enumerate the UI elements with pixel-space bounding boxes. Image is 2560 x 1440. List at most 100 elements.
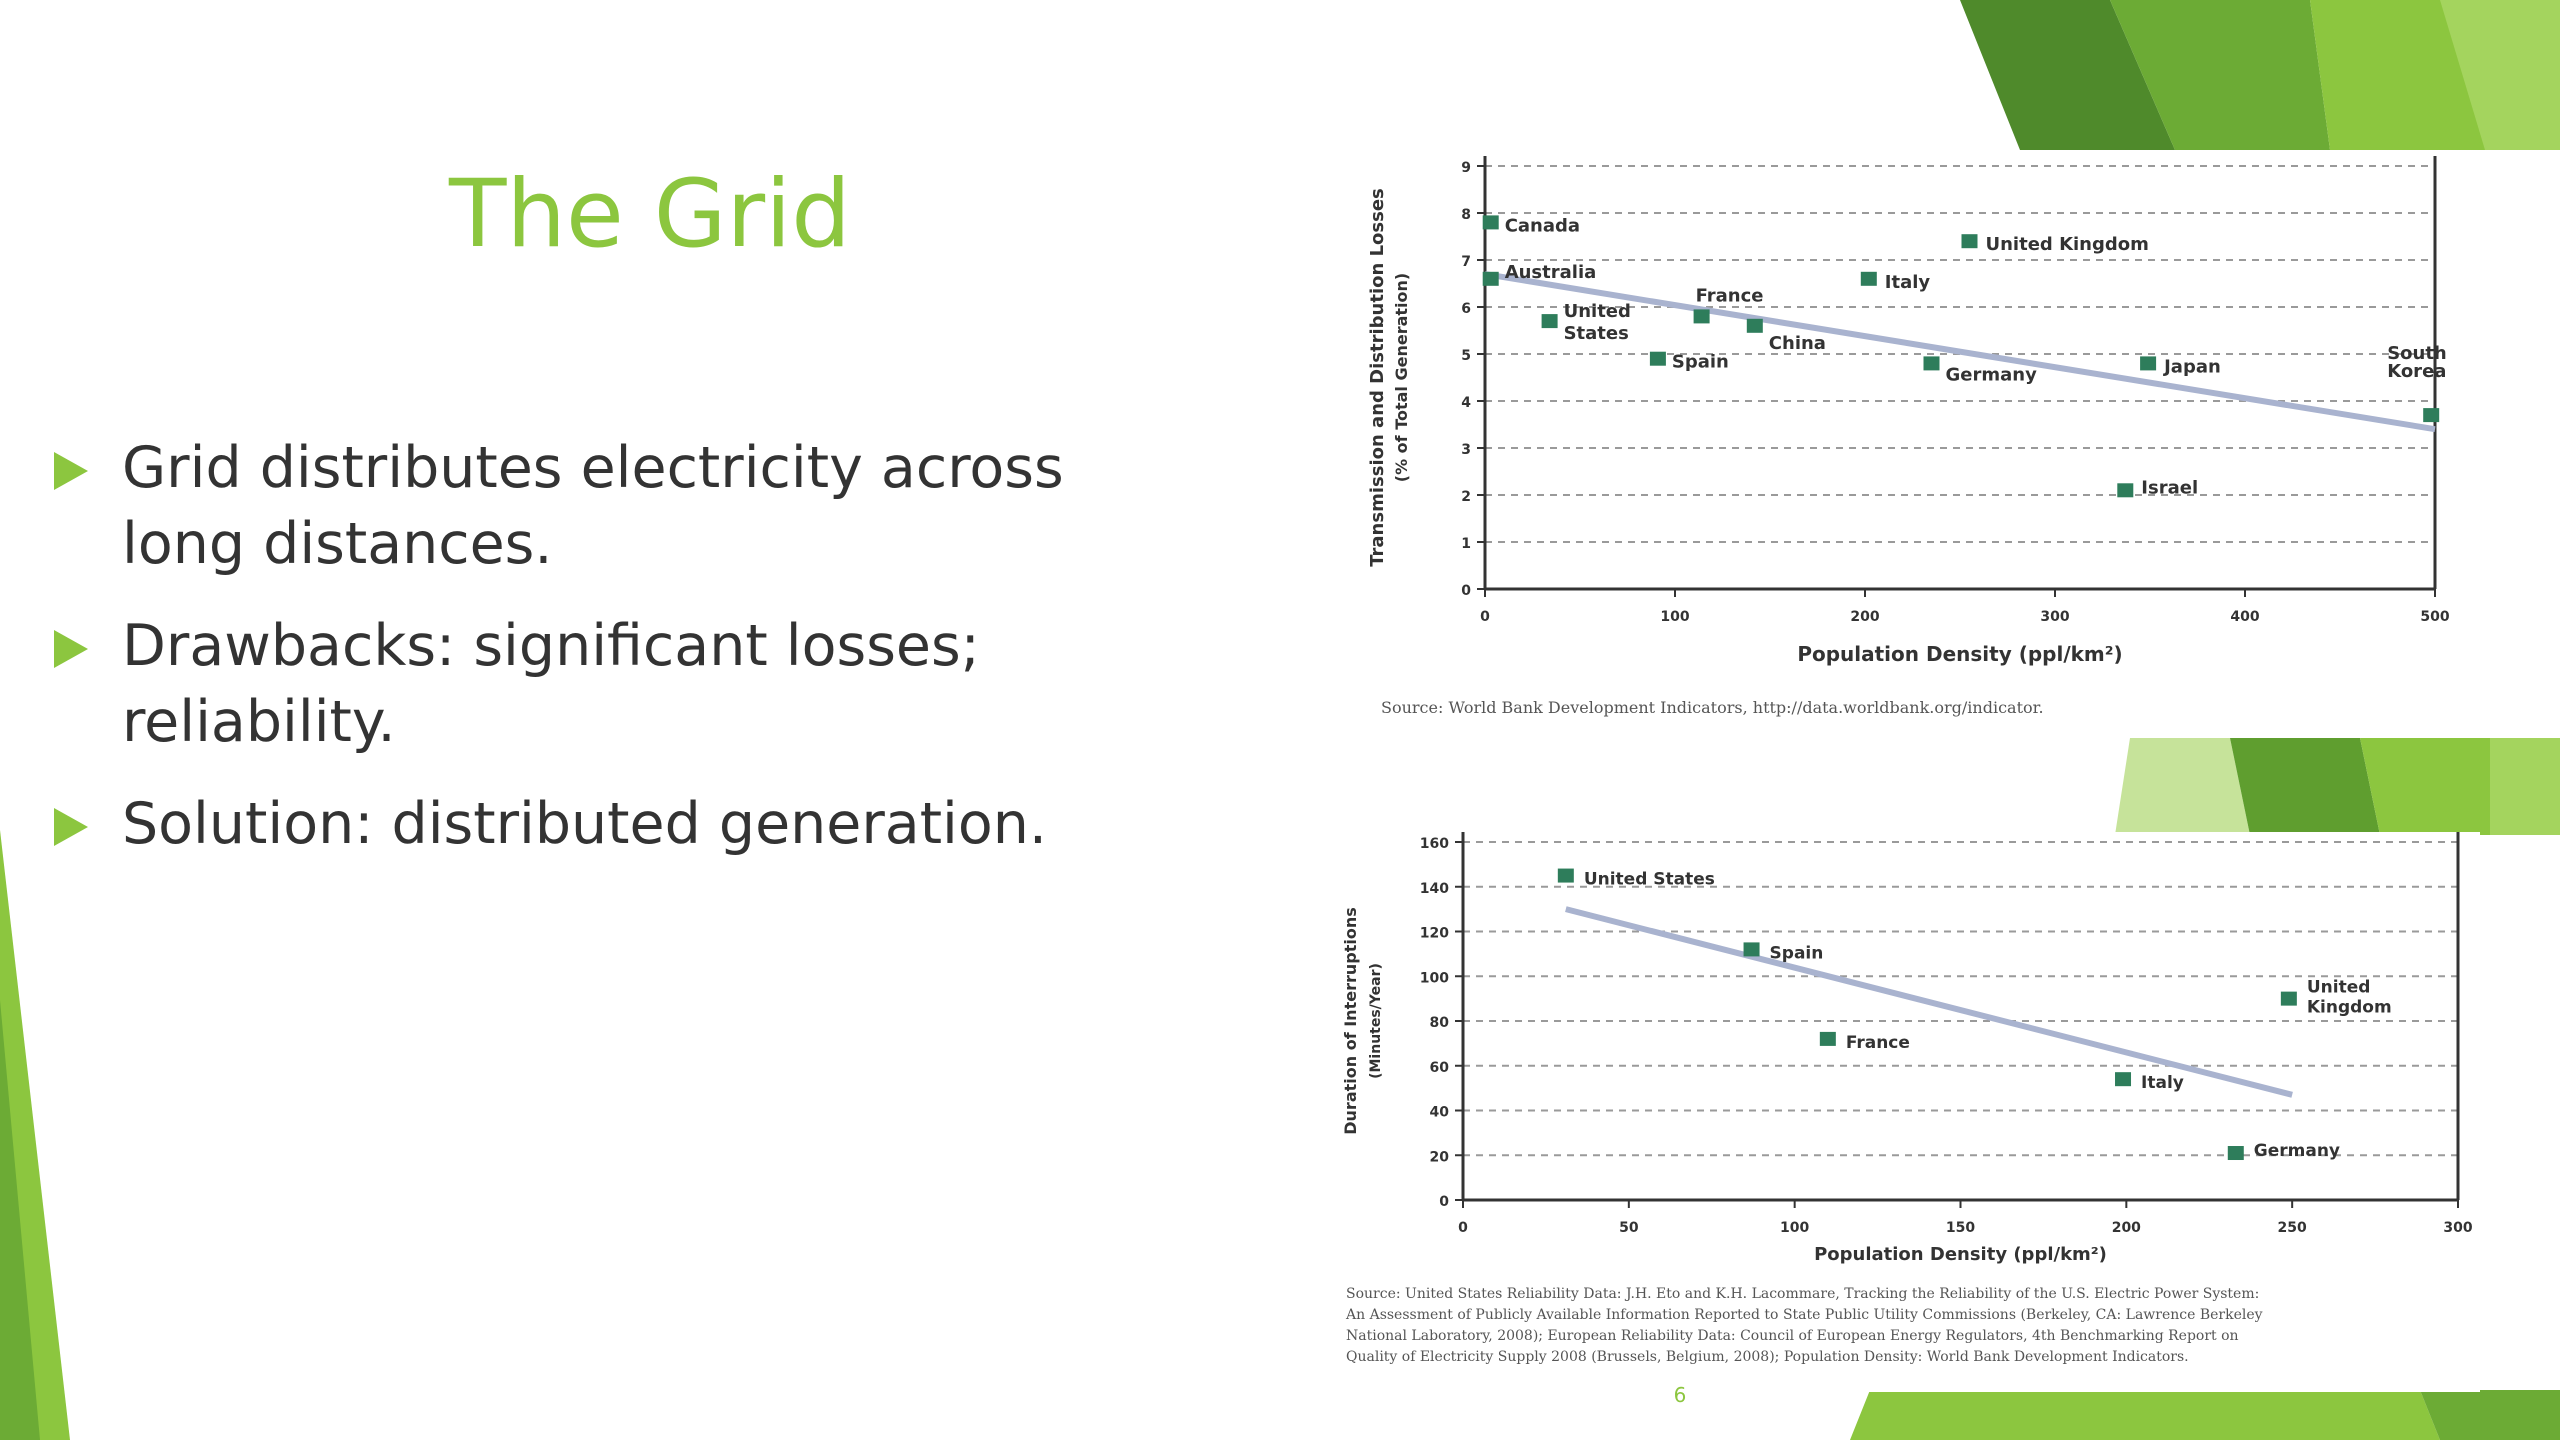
- bullet-item: Drawbacks: significant losses; reliabili…: [50, 608, 1170, 760]
- point-label: Germany: [1946, 364, 2038, 385]
- y-tick-label: 8: [1461, 207, 1471, 223]
- chart-source: Source: World Bank Development Indicator…: [1381, 698, 2044, 717]
- point-label: Spain: [1672, 352, 1729, 373]
- interruptions-scatter-chart: 0 20 40 60 80 100 120 140 160 0 50 100 150 200 250 300 P…: [1341, 832, 2473, 1265]
- y-tick-label: 100: [1420, 970, 1449, 986]
- x-tick-label: 0: [1458, 1220, 1468, 1236]
- data-point: [2140, 356, 2157, 371]
- data-point: [1482, 215, 1499, 230]
- point-label: Kingdom: [2307, 998, 2392, 1018]
- point-label: France: [1846, 1033, 1910, 1053]
- triangle-bullet-icon: [54, 630, 88, 668]
- y-tick-label: 80: [1430, 1015, 1450, 1031]
- bullet-list: Grid distributes electricity across long…: [50, 430, 1170, 888]
- y-tick-label: 6: [1461, 301, 1471, 317]
- data-point: [1557, 868, 1574, 883]
- data-point: [1746, 318, 1763, 333]
- y-tick-label: 0: [1461, 583, 1471, 599]
- y-tick-label: 5: [1461, 348, 1471, 364]
- source-line: An Assessment of Publicly Available Info…: [1346, 1307, 2263, 1323]
- x-tick-label: 50: [1619, 1220, 1639, 1236]
- point-label: United: [2307, 978, 2371, 998]
- data-point: [2115, 1072, 2132, 1087]
- data-point: [1693, 309, 1710, 324]
- x-tick-label: 200: [1850, 609, 1879, 625]
- point-label: United States: [1584, 870, 1715, 890]
- point-label: France: [1696, 285, 1764, 306]
- y-tick-label: 40: [1430, 1105, 1450, 1121]
- data-point: [1743, 942, 1760, 957]
- x-axis-label: Population Density (ppl/km²): [1814, 1244, 2107, 1265]
- chart-source: Source: United States Reliability Data: …: [1346, 1284, 2466, 1368]
- y-axis-sublabel: (% of Total Generation): [1392, 273, 1411, 482]
- data-point: [2227, 1146, 2244, 1161]
- y-tick-label: 160: [1420, 836, 1449, 852]
- source-line: Quality of Electricity Supply 2008 (Brus…: [1346, 1349, 2189, 1365]
- data-point: [1482, 271, 1499, 286]
- y-axis-sublabel: (Minutes/Year): [1368, 963, 1384, 1079]
- data-point: [1541, 314, 1558, 329]
- interruptions-chart-panel: 0 20 40 60 80 100 120 140 160 0 50 100 150 200 250 300 P…: [1320, 832, 2480, 1392]
- data-point: [1649, 351, 1666, 366]
- y-tick-label: 0: [1439, 1194, 1449, 1210]
- y-axis-label: Transmission and Distribution Losses: [1367, 188, 1388, 567]
- y-tick-label: 9: [1461, 160, 1471, 176]
- bullet-text: Grid distributes electricity across long…: [122, 435, 1064, 577]
- point-label: United: [1564, 301, 1631, 322]
- point-label: Canada: [1505, 215, 1580, 236]
- point-label: South: [2387, 343, 2447, 364]
- x-axis-label: Population Density (ppl/km²): [1797, 642, 2122, 666]
- point-label: Korea: [2387, 361, 2446, 382]
- triangle-bullet-icon: [54, 808, 88, 846]
- point-label: Italy: [2141, 1073, 2184, 1093]
- x-tick-label: 100: [1660, 609, 1689, 625]
- data-point: [2280, 991, 2297, 1006]
- trendline: [1565, 906, 2293, 1098]
- bullet-item: Grid distributes electricity across long…: [50, 430, 1170, 582]
- triangle-bullet-icon: [54, 452, 88, 490]
- data-point: [2423, 408, 2440, 423]
- data-point: [1860, 271, 1877, 286]
- point-label: China: [1769, 333, 1826, 354]
- x-tick-label: 300: [2443, 1220, 2472, 1236]
- point-label: Israel: [2141, 477, 2198, 498]
- y-tick-label: 140: [1420, 881, 1449, 897]
- bullet-text: Solution: distributed generation.: [122, 791, 1047, 857]
- y-tick-label: 2: [1461, 489, 1471, 505]
- point-label: Italy: [1885, 272, 1931, 293]
- y-tick-label: 7: [1461, 254, 1471, 270]
- x-tick-label: 100: [1780, 1220, 1809, 1236]
- y-tick-label: 20: [1430, 1149, 1450, 1165]
- x-tick-label: 400: [2230, 609, 2259, 625]
- y-tick-label: 120: [1420, 926, 1449, 942]
- y-axis-label: Duration of Interruptions: [1341, 907, 1360, 1134]
- x-tick-label: 150: [1946, 1220, 1975, 1236]
- point-label: Germany: [2254, 1141, 2340, 1161]
- point-label: United Kingdom: [1986, 234, 2149, 255]
- x-tick-label: 0: [1480, 609, 1490, 625]
- x-tick-label: 200: [2112, 1220, 2141, 1236]
- x-tick-label: 500: [2420, 609, 2449, 625]
- losses-chart-panel: 0 1 2 3 4 5 6 7 8 9 0 100 200 300 400 500 Population Den…: [1355, 152, 2485, 737]
- x-tick-label: 250: [2278, 1220, 2307, 1236]
- point-label: Japan: [2162, 356, 2221, 377]
- data-point: [2117, 483, 2134, 498]
- losses-scatter-chart: 0 1 2 3 4 5 6 7 8 9 0 100 200 300 400 500 Population Den…: [1367, 156, 2450, 666]
- data-point: [1923, 356, 1940, 371]
- y-tick-label: 1: [1461, 536, 1471, 552]
- x-tick-label: 300: [2040, 609, 2069, 625]
- point-label: Spain: [1770, 943, 1824, 963]
- data-point: [1961, 234, 1978, 249]
- bullet-item: Solution: distributed generation.: [50, 786, 1170, 862]
- slide-title: The Grid: [449, 160, 851, 269]
- point-label: States: [1564, 323, 1629, 344]
- trendline: [1484, 271, 2436, 433]
- page-number: 6: [1673, 1383, 1687, 1407]
- y-tick-label: 4: [1461, 395, 1471, 411]
- source-line: National Laboratory, 2008); European Rel…: [1346, 1328, 2239, 1344]
- y-tick-label: 3: [1461, 442, 1471, 458]
- data-point: [1819, 1031, 1836, 1046]
- bullet-text: Drawbacks: significant losses; reliabili…: [122, 613, 980, 755]
- y-tick-label: 60: [1430, 1060, 1450, 1076]
